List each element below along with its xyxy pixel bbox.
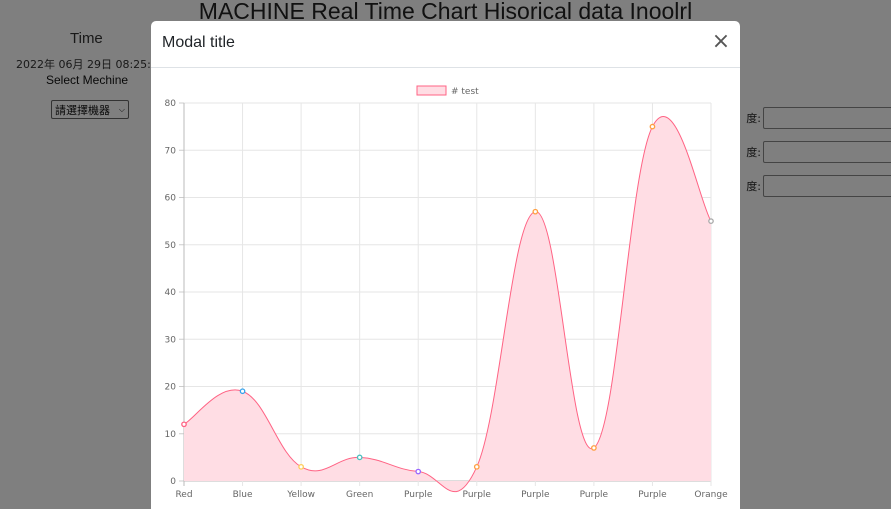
data-point	[473, 463, 480, 470]
data-point	[708, 218, 714, 224]
y-tick-label: 20	[165, 383, 177, 393]
data-point	[649, 123, 656, 130]
modal-dialog: Modal title × 0 10 20 30 40 50 60 70 80 Red Blue Ye…	[151, 21, 740, 521]
x-tick-label: Green	[346, 490, 373, 500]
y-tick-label: 60	[165, 194, 177, 204]
data-point	[532, 208, 539, 215]
data-point	[239, 388, 246, 395]
data-point	[181, 421, 187, 428]
x-tick-label: Purple	[580, 490, 609, 500]
y-tick-label: 50	[165, 241, 177, 251]
x-tick-label: Purple	[463, 490, 492, 500]
x-tick-label: Purple	[638, 490, 667, 500]
x-tick-label: Purple	[404, 490, 433, 500]
line-chart: 0 10 20 30 40 50 60 70 80 Red Blue Yellow Green Purpl…	[165, 85, 728, 500]
series-area	[184, 116, 711, 492]
close-icon[interactable]: ×	[711, 29, 731, 54]
legend-label: # test	[451, 87, 479, 97]
data-point	[356, 454, 363, 461]
x-tick-label: Orange	[694, 490, 728, 500]
y-tick-label: 40	[165, 288, 177, 298]
x-tick-label: Yellow	[286, 490, 315, 500]
y-tick-label: 80	[165, 99, 177, 109]
modal-header: Modal title ×	[151, 21, 740, 68]
data-point	[591, 445, 597, 451]
legend-swatch	[416, 85, 447, 96]
y-tick-label: 30	[165, 335, 177, 345]
y-tick-label: 0	[170, 477, 176, 487]
chart-container: 0 10 20 30 40 50 60 70 80 Red Blue Yellow Green Purpl…	[151, 68, 740, 521]
data-point	[298, 463, 304, 470]
data-point	[415, 468, 422, 475]
x-tick-label: Purple	[521, 490, 550, 500]
y-tick-label: 70	[165, 146, 177, 156]
x-tick-label: Blue	[233, 490, 253, 500]
x-tick-label: Red	[175, 490, 192, 500]
y-tick-label: 10	[165, 430, 177, 440]
modal-title: Modal title	[162, 34, 235, 51]
